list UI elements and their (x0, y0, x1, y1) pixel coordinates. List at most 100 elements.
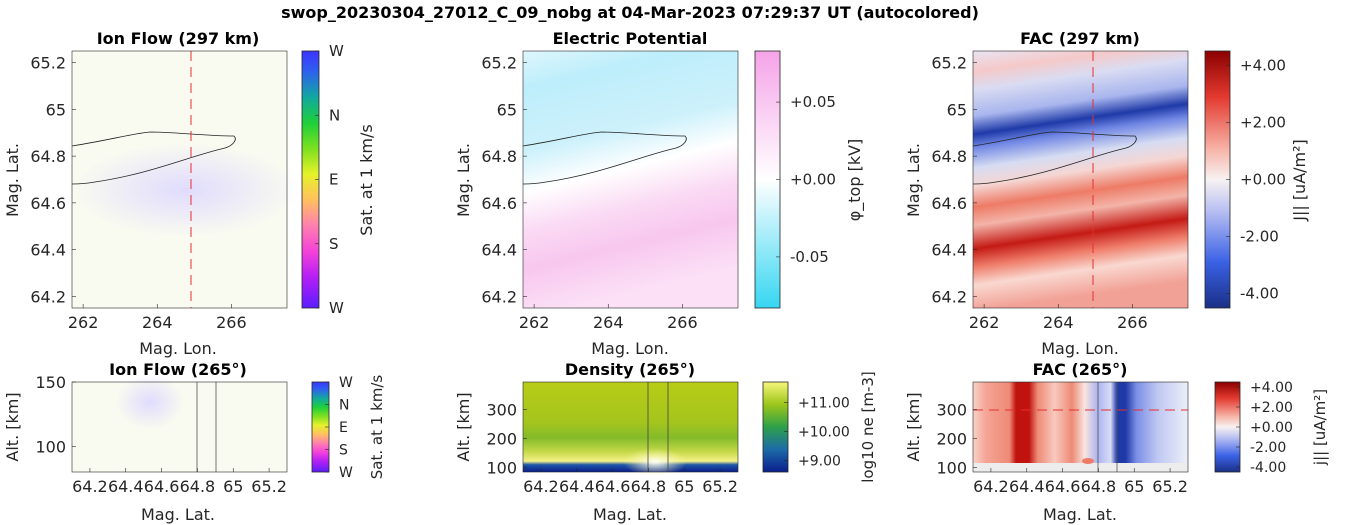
fac-slice-floor (973, 463, 1188, 472)
x-tick-label: 65.2 (1152, 477, 1188, 496)
fac-slice-spot (1082, 458, 1094, 464)
plot-frame (71, 50, 288, 309)
plot-frame (972, 50, 1189, 309)
colorbar-tick-label: W (329, 42, 344, 60)
x-tick-label: 65 (223, 477, 243, 496)
y-tick-label: 300 (936, 401, 967, 420)
y-tick-label: 65.2 (30, 54, 66, 73)
fac-map-title: FAC (297 km) (1020, 29, 1140, 48)
potential-map-axes: 262 264 266 64.2 64.4 64.6 64.8 65 65.2 (481, 50, 739, 332)
y-tick-label: 64.6 (30, 194, 66, 213)
potential-map-panel: Electric Potential 262 264 266 64.2 64.4 64.6… (454, 29, 865, 358)
y-tick-label: 64.6 (481, 194, 517, 213)
fac-slice-colorbar (1214, 381, 1241, 473)
y-tick-label: 64.4 (931, 241, 967, 260)
y-tick-label: 64.4 (481, 241, 517, 260)
potential-map-colorbar-label: φ_top [kV] (845, 139, 865, 222)
ion-flow-map-contour (71, 131, 236, 185)
x-tick-label: 64.8 (180, 477, 216, 496)
colorbar-tick-label: +4.00 (1250, 380, 1293, 396)
x-tick-label: 64.6 (595, 477, 631, 496)
ion-flow-map-colorbar-ticks: W S E N W (315, 42, 344, 317)
colorbar-tick-label: +0.00 (1240, 171, 1286, 189)
fac-slice-field (973, 382, 1188, 472)
density-slice-xlabel: Mag. Lat. (593, 505, 667, 524)
colorbar-tick-label: +11.00 (798, 395, 850, 411)
x-tick-label: 64.6 (1045, 477, 1081, 496)
fac-slice-colorbar-ticks: -4.00 -2.00 +0.00 +2.00 +4.00 (1236, 380, 1293, 476)
x-tick-label: 266 (216, 313, 247, 332)
colorbar-tick-label: -0.05 (790, 248, 829, 266)
fac-slice-xlabel: Mag. Lat. (1043, 505, 1117, 524)
x-tick-label: 64.6 (144, 477, 180, 496)
ion-flow-map-colorbar-label: Sat. at 1 km/s (357, 124, 376, 235)
ion-flow-slice-axes: 64.2 64.4 64.6 64.8 65 65.2 100 150 (35, 373, 288, 496)
x-tick-label: 64.4 (1009, 477, 1045, 496)
x-tick-label: 64.2 (72, 477, 108, 496)
fac-map-axes: 262 264 266 64.2 64.4 64.6 64.8 65 65.2 (931, 50, 1189, 332)
x-tick-label: 64.8 (631, 477, 667, 496)
potential-map-colorbar (754, 50, 781, 309)
density-slice-panel: Density (265°) 64.2 64.4 64.6 64.8 65 65.2 100… (454, 360, 877, 524)
y-tick-label: 65.2 (481, 54, 517, 73)
colorbar-tick-label: -2.00 (1250, 440, 1286, 456)
fac-map-contour (972, 131, 1137, 185)
plot-frame (71, 381, 288, 473)
density-slice-axes: 64.2 64.4 64.6 64.8 65 65.2 100 200 300 (486, 381, 739, 496)
fac-map-ylabel: Mag. Lat. (904, 143, 923, 217)
density-slice-colorbar (762, 381, 789, 473)
fac-slice-ylabel: Alt. [km] (904, 392, 923, 461)
ion-flow-slice-colorbar-label: Sat. at 1 km/s (368, 375, 386, 480)
x-tick-label: 266 (667, 313, 698, 332)
x-tick-label: 64.2 (523, 477, 559, 496)
ion-flow-map-blob (70, 142, 300, 238)
colorbar-tick-label: +0.00 (790, 171, 836, 189)
ion-flow-map-axes: 262 264 266 64.2 64.4 64.6 64.8 65 65.2 (30, 50, 288, 332)
y-tick-label: 200 (486, 430, 517, 449)
fac-map-colorbar-ticks: -4.00 -2.00 +0.00 +2.00 +4.00 (1226, 56, 1286, 303)
x-tick-label: 262 (519, 313, 550, 332)
y-tick-label: 65 (947, 100, 967, 119)
x-tick-label: 65 (1124, 477, 1144, 496)
y-tick-label: 200 (936, 430, 967, 449)
x-tick-label: 64.4 (559, 477, 595, 496)
y-tick-label: 64.8 (481, 147, 517, 166)
density-slice-title: Density (265°) (565, 360, 695, 379)
y-tick-label: 100 (936, 459, 967, 478)
ion-flow-slice-xlabel: Mag. Lat. (141, 505, 215, 524)
colorbar-tick-label: S (329, 235, 339, 253)
colorbar-tick-label: N (329, 106, 340, 124)
ion-flow-map-panel: Ion Flow (297 km) 262 264 266 64.2 64.4 64.6 6… (3, 29, 376, 358)
x-tick-label: 266 (1117, 313, 1148, 332)
x-tick-label: 264 (142, 313, 173, 332)
density-slice-colorbar-ticks: +9.00 +10.00 +11.00 (784, 395, 850, 469)
fac-map-panel: FAC (297 km) 262 264 266 64.2 64.4 64.6 64.8 65… (904, 29, 1309, 358)
potential-map-ylabel: Mag. Lat. (454, 143, 473, 217)
density-slice-hotspot (623, 448, 687, 476)
plot-frame (972, 381, 1189, 473)
density-slice-ylabel: Alt. [km] (454, 392, 473, 461)
colorbar-tick-label: W (329, 299, 344, 317)
fac-map-xlabel: Mag. Lon. (1041, 339, 1119, 358)
potential-map-colorbar-ticks: -0.05 +0.00 +0.05 (776, 93, 836, 266)
x-tick-label: 262 (68, 313, 99, 332)
y-tick-label: 65.2 (931, 54, 967, 73)
x-tick-label: 64.8 (1081, 477, 1117, 496)
ion-flow-slice-panel: Ion Flow (265°) 64.2 64.4 64.6 64.8 65 65.2 10… (3, 360, 386, 524)
x-tick-label: 264 (1043, 313, 1074, 332)
colorbar-tick-label: E (339, 420, 348, 436)
ion-flow-slice-ylabel: Alt. [km] (3, 392, 22, 461)
fac-slice-axes: 64.2 64.4 64.6 64.8 65 65.2 100 200 300 (936, 381, 1189, 496)
ion-flow-map-ylabel: Mag. Lat. (3, 143, 22, 217)
colorbar-tick-label: +0.05 (790, 93, 836, 111)
y-tick-label: 300 (486, 401, 517, 420)
potential-map-xlabel: Mag. Lon. (591, 339, 669, 358)
colorbar-tick-label: +10.00 (798, 424, 850, 440)
colorbar-tick-label: +4.00 (1240, 56, 1286, 74)
colorbar-tick-label: +9.00 (798, 453, 841, 469)
y-tick-label: 65 (497, 100, 517, 119)
colorbar-tick-label: W (339, 375, 353, 391)
colorbar-tick-label: +2.00 (1250, 400, 1293, 416)
fac-map-colorbar-label: J|| [uA/m²] (1290, 139, 1309, 222)
